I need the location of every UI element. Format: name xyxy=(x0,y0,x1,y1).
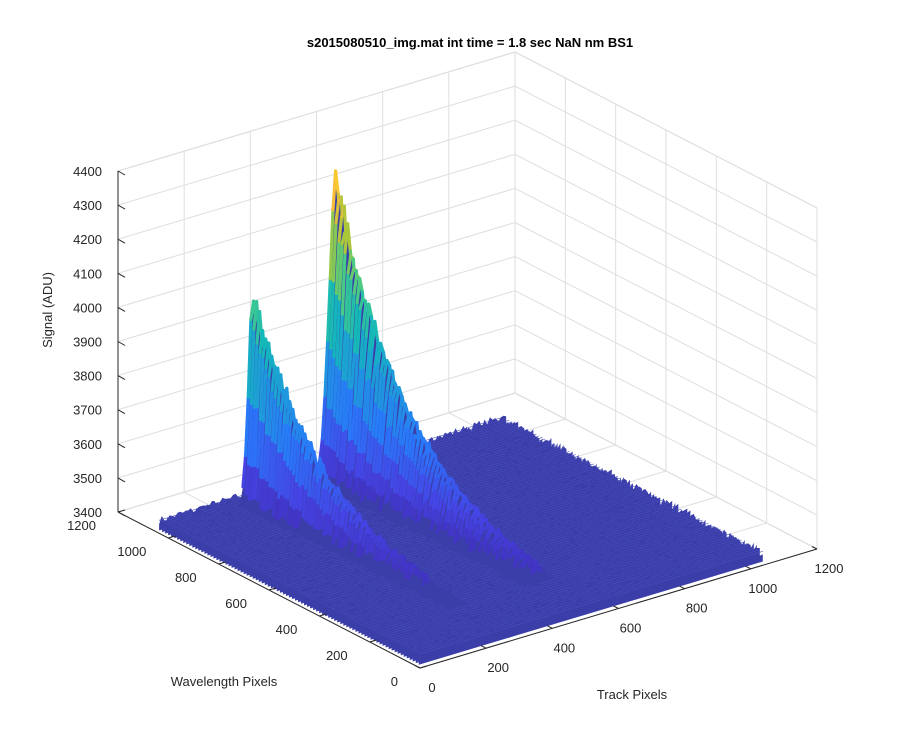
z-tick-label: 3600 xyxy=(73,437,102,452)
z-tick xyxy=(118,171,125,175)
z-tick-label: 3500 xyxy=(73,471,102,486)
z-tick-label: 3700 xyxy=(73,403,102,418)
x-tick-label: 800 xyxy=(686,601,708,616)
x-tick xyxy=(415,666,420,669)
x-tick-label: 400 xyxy=(553,640,575,655)
z-tick xyxy=(118,239,125,243)
x-axis-label: Track Pixels xyxy=(597,687,668,702)
x-tick-label: 200 xyxy=(487,660,509,675)
x-tick xyxy=(812,547,817,550)
y-tick-label: 1000 xyxy=(117,544,146,559)
z-tick-label: 4300 xyxy=(73,198,102,213)
x-tick-label: 0 xyxy=(428,680,435,695)
surface-segment xyxy=(538,568,541,571)
y-tick-label: 400 xyxy=(276,622,298,637)
x-tick xyxy=(481,646,486,649)
z-tick-label: 3900 xyxy=(73,335,102,350)
surface xyxy=(159,171,763,665)
z-tick-label: 3400 xyxy=(73,505,102,520)
x-tick-label: 1200 xyxy=(815,561,844,576)
surface-segment xyxy=(414,572,417,574)
z-tick xyxy=(118,376,125,380)
z-tick-label: 4000 xyxy=(73,300,102,315)
x-tick xyxy=(680,586,685,589)
y-tick xyxy=(118,510,125,512)
y-tick-label: 600 xyxy=(225,596,247,611)
y-tick-label: 800 xyxy=(175,570,197,585)
z-tick-label: 4200 xyxy=(73,232,102,247)
z-tick-label: 3800 xyxy=(73,369,102,384)
z-tick xyxy=(118,342,125,346)
y-tick-label: 200 xyxy=(326,648,348,663)
y-tick-label: 0 xyxy=(391,674,398,689)
y-tick xyxy=(219,562,226,564)
z-tick-label: 4400 xyxy=(73,164,102,179)
z-axis-label: Signal (ADU) xyxy=(40,272,55,348)
z-tick xyxy=(118,444,125,448)
z-tick xyxy=(118,410,125,414)
y-tick-label: 1200 xyxy=(67,518,96,533)
z-tick xyxy=(118,205,125,209)
x-tick xyxy=(547,626,552,629)
chart-title: s2015080510_img.mat int time = 1.8 sec N… xyxy=(307,35,633,50)
surface-segment xyxy=(416,569,419,573)
z-tick xyxy=(118,307,125,311)
x-tick-label: 1000 xyxy=(748,581,777,596)
z-tick xyxy=(118,512,125,516)
x-tick xyxy=(614,606,619,609)
z-tick xyxy=(118,273,125,277)
x-tick xyxy=(746,566,751,569)
y-axis-label: Wavelength Pixels xyxy=(171,674,278,689)
y-tick xyxy=(420,666,427,668)
z-tick xyxy=(118,478,125,482)
z-tick-label: 4100 xyxy=(73,266,102,281)
x-tick-label: 600 xyxy=(620,621,642,636)
y-tick xyxy=(370,640,377,642)
